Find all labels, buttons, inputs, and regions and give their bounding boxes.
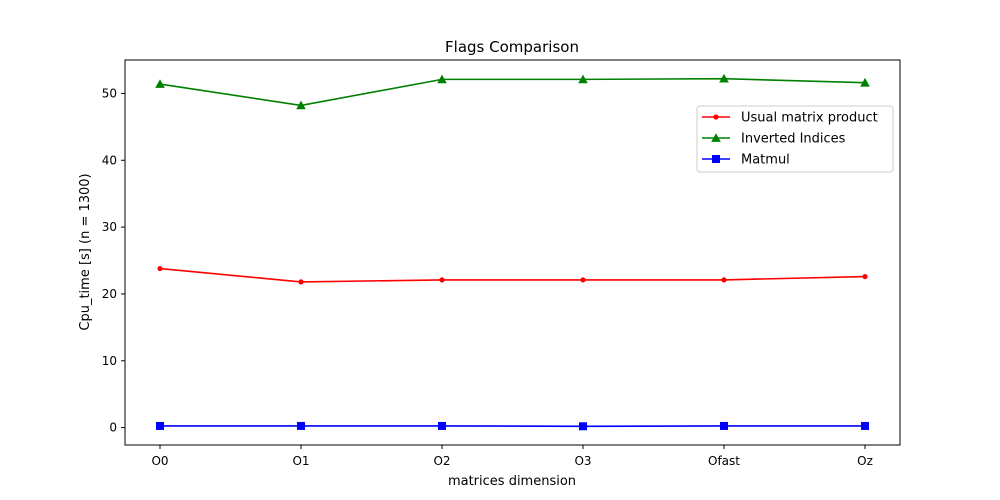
data-point: [578, 74, 588, 84]
legend-marker: [712, 155, 720, 163]
y-tick-label: 50: [102, 86, 117, 100]
x-tick-label: O1: [292, 454, 309, 468]
data-point: [155, 79, 165, 88]
x-axis-label: matrices dimension: [448, 474, 576, 489]
y-axis: 0 10 20 30 40 50: [102, 86, 125, 435]
legend-label: Inverted Indices: [741, 132, 846, 147]
legend-marker: [713, 114, 719, 120]
data-point: [438, 421, 446, 430]
data-point: [156, 421, 164, 430]
x-tick-label: Ofast: [708, 454, 740, 468]
data-point: [296, 100, 306, 110]
data-point: [719, 73, 729, 83]
y-tick-label: 10: [102, 354, 117, 368]
x-axis: O0 O1 O2 O3 Ofast Oz: [151, 445, 873, 468]
y-tick-label: 30: [102, 220, 117, 234]
y-axis-label: Cpu_time [s] (n = 1300): [78, 173, 93, 330]
data-point: [721, 277, 727, 283]
series-layer: [155, 73, 870, 431]
y-tick-label: 0: [109, 421, 117, 435]
data-point: [298, 279, 304, 285]
data-point: [437, 74, 447, 84]
series-1: [155, 73, 870, 110]
data-point: [860, 77, 870, 87]
legend: Usual matrix product Inverted Indices Matm…: [696, 105, 894, 173]
legend-label: Usual matrix product: [741, 111, 878, 126]
data-point: [580, 277, 586, 283]
x-tick-label: O0: [151, 454, 168, 468]
data-point: [720, 421, 728, 430]
series-line: [159, 267, 866, 283]
x-tick-label: O2: [433, 454, 450, 468]
x-tick-label: O3: [574, 454, 591, 468]
data-point: [579, 422, 587, 431]
legend-box: [696, 105, 894, 173]
legend-label: Matmul: [741, 153, 790, 168]
data-point: [861, 421, 869, 430]
y-tick-label: 40: [102, 153, 117, 167]
data-point: [157, 265, 163, 272]
x-tick-label: Oz: [857, 454, 873, 468]
legend-marker: [711, 133, 721, 142]
data-point: [439, 277, 445, 283]
y-tick-label: 20: [102, 287, 117, 301]
series-2: [156, 421, 869, 431]
plot-area: [124, 59, 901, 446]
data-point: [862, 273, 868, 280]
series-0: [157, 265, 868, 285]
series-line: [159, 77, 866, 107]
chart-title: Flags Comparison: [445, 38, 579, 56]
data-point: [297, 421, 305, 430]
